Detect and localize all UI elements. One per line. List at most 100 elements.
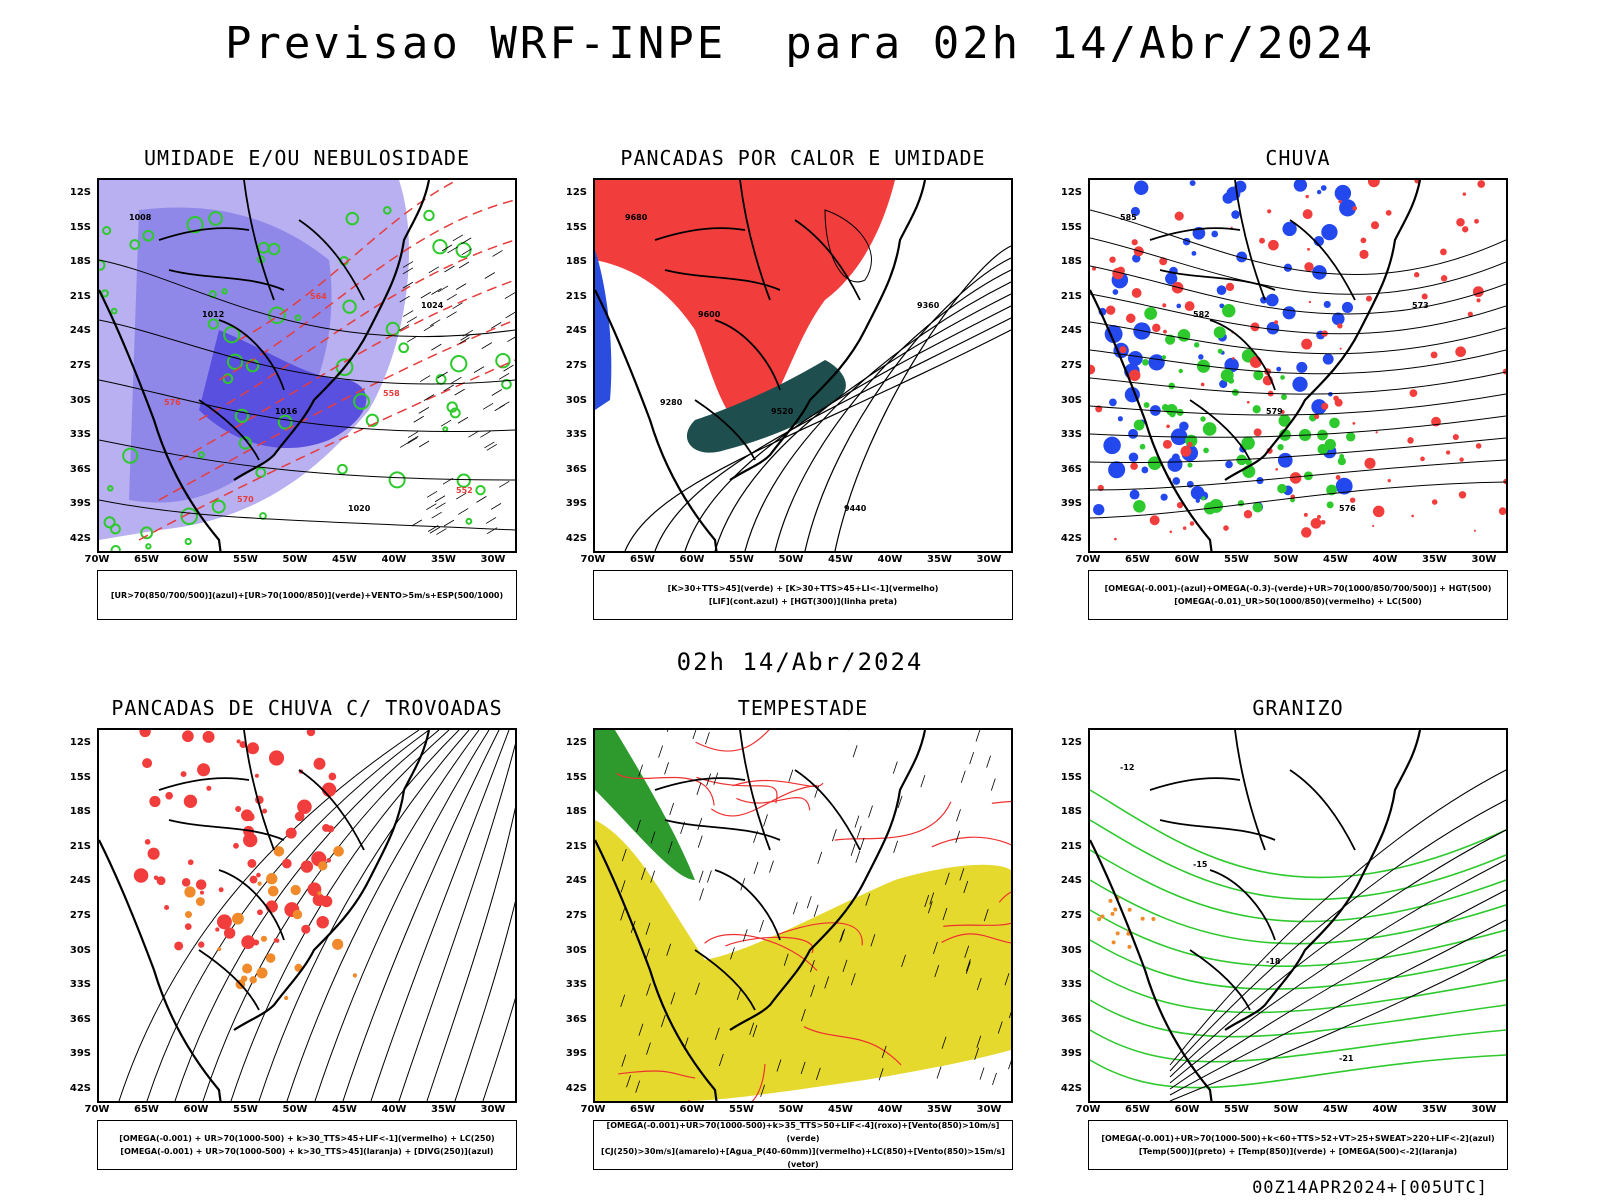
lat-tick-label: 30S xyxy=(565,394,587,406)
lon-tick-label: 60W xyxy=(679,554,705,565)
lon-tick-label: 35W xyxy=(431,1104,456,1115)
lat-tick-label: 21S xyxy=(69,290,91,302)
lat-tick-label: 30S xyxy=(69,394,91,406)
lon-tick-label: 30W xyxy=(480,1104,506,1115)
lat-tick-label: 15S xyxy=(565,771,587,783)
lat-tick-label: 21S xyxy=(1060,290,1082,302)
lat-tick-label: 27S xyxy=(69,910,91,921)
map-pancadas-calor: 9680 9600 9520 9440 9360 9280 xyxy=(593,178,1013,553)
lat-tick-label: 15S xyxy=(1060,771,1082,783)
contour-label: -18 xyxy=(1266,957,1281,966)
lat-tick-label: 42S xyxy=(565,1083,587,1094)
legend-umidade: [UR>70(850/700/500)](azul)+[UR>70(1000/8… xyxy=(97,570,517,620)
lat-tick-label: 39S xyxy=(69,1048,91,1060)
lon-tick-label: 55W xyxy=(233,1104,258,1115)
lat-tick-label: 15S xyxy=(69,221,91,233)
map-canvas-chuva: 585 582 579 576 573 xyxy=(1090,180,1506,551)
lon-tick-label: 70W xyxy=(1075,554,1101,565)
panel-title-pancadas-calor: PANCADAS POR CALOR E UMIDADE xyxy=(620,146,986,170)
lat-tick-label: 24S xyxy=(69,325,91,337)
contour-label: 1024 xyxy=(421,301,444,310)
map-canvas-umidade: 1008 1012 1016 1020 1024 576 570 564 558 552 xyxy=(99,180,515,551)
lat-tick-label: 21S xyxy=(565,290,587,302)
lat-tick-label: 27S xyxy=(1060,360,1082,371)
lon-tick-label: 35W xyxy=(927,554,952,565)
lat-tick-label: 24S xyxy=(1060,875,1082,887)
lat-tick-label: 30S xyxy=(69,944,91,956)
lon-tick-label: 50W xyxy=(1273,554,1299,565)
legend-granizo: [OMEGA(-0.001)+UR>70(1000-500)+k<60+TTS>… xyxy=(1088,1120,1508,1170)
contour-label: 1008 xyxy=(129,213,152,222)
lat-tick-label: 21S xyxy=(565,840,587,852)
lon-tick-label: 65W xyxy=(1125,1104,1150,1115)
lat-tick-label: 36S xyxy=(565,463,587,475)
lat-tick-label: 27S xyxy=(565,910,587,921)
lon-tick-label: 45W xyxy=(828,1104,853,1115)
lat-tick-label: 18S xyxy=(1060,806,1082,818)
forecast-time-stamp: 02h 14/Abr/2024 xyxy=(676,648,924,676)
lon-tick-label: 55W xyxy=(729,554,754,565)
contour-label: 1012 xyxy=(202,310,224,319)
lat-tick-label: 36S xyxy=(565,1013,587,1025)
lat-tick-label: 21S xyxy=(69,840,91,852)
legend-line: [K>30+TTS>45](verde) + [K>30+TTS>45+LI<-… xyxy=(667,584,939,593)
map-trovoadas xyxy=(97,728,517,1103)
lon-tick-label: 60W xyxy=(183,1104,209,1115)
lat-tick-label: 18S xyxy=(69,256,91,268)
panel-title-chuva: CHUVA xyxy=(1265,146,1331,170)
lat-tick-label: 18S xyxy=(1060,256,1082,268)
contour-label: 9600 xyxy=(698,310,721,319)
lat-tick-label: 12S xyxy=(565,187,587,198)
lon-tick-label: 40W xyxy=(877,554,903,565)
lon-tick-label: 30W xyxy=(976,1104,1002,1115)
lon-tick-label: 40W xyxy=(381,554,407,565)
map-granizo: -12 -15 -18 -21 xyxy=(1088,728,1508,1103)
lon-tick-label: 40W xyxy=(877,1104,903,1115)
lat-tick-label: 42S xyxy=(1060,533,1082,544)
lat-tick-label: 42S xyxy=(565,533,587,544)
lat-tick-label: 24S xyxy=(565,325,587,337)
lon-tick-label: 70W xyxy=(84,554,110,565)
panel-title-granizo: GRANIZO xyxy=(1252,696,1344,720)
lat-tick-label: 27S xyxy=(69,360,91,371)
map-canvas-tempestade xyxy=(595,730,1011,1101)
contour-label: 579 xyxy=(1266,407,1283,416)
contour-label: 576 xyxy=(164,398,181,407)
lon-tick-label: 65W xyxy=(630,1104,655,1115)
lon-tick-label: 55W xyxy=(1224,1104,1249,1115)
map-canvas-granizo: -12 -15 -18 -21 xyxy=(1090,730,1506,1101)
contour-label: 585 xyxy=(1120,213,1137,222)
lon-tick-label: 35W xyxy=(927,1104,952,1115)
lat-tick-label: 27S xyxy=(1060,910,1082,921)
contour-label: 558 xyxy=(383,389,400,398)
panel-title-umidade: UMIDADE E/OU NEBULOSIDADE xyxy=(143,146,471,170)
lat-tick-label: 42S xyxy=(69,533,91,544)
lon-tick-label: 65W xyxy=(1125,554,1150,565)
legend-chuva: [OMEGA(-0.001)-(azul)+OMEGA(-0.3)-(verde… xyxy=(1088,570,1508,620)
lon-tick-label: 35W xyxy=(1422,554,1447,565)
legend-line: [CJ(250)>30m/s](amarelo)+[Agua_P(40-60mm… xyxy=(601,1147,1005,1169)
legend-line: [OMEGA(-0.001)+UR>70(1000-500)+k>35_TTS>… xyxy=(606,1121,1000,1143)
lon-tick-label: 70W xyxy=(580,1104,606,1115)
panel-title-trovoadas: PANCADAS DE CHUVA C/ TROVOADAS xyxy=(111,696,503,720)
lon-tick-label: 60W xyxy=(183,554,209,565)
lat-tick-label: 36S xyxy=(69,463,91,475)
contour-label: 1016 xyxy=(275,407,298,416)
lon-tick-label: 45W xyxy=(1323,1104,1348,1115)
legend-line: [LIF](cont.azul) + [HGT(300)](linha pret… xyxy=(708,597,898,606)
contour-label: 582 xyxy=(1193,310,1210,319)
panel-title-tempestade: TEMPESTADE xyxy=(737,696,869,720)
contour-label: -15 xyxy=(1193,860,1208,869)
lat-tick-label: 39S xyxy=(69,498,91,510)
lat-tick-label: 39S xyxy=(565,1048,587,1060)
lon-tick-label: 30W xyxy=(976,554,1002,565)
contour-label: -12 xyxy=(1120,763,1134,772)
lat-tick-label: 15S xyxy=(565,221,587,233)
lon-tick-label: 70W xyxy=(580,554,606,565)
lat-tick-label: 24S xyxy=(69,875,91,887)
lon-tick-label: 55W xyxy=(1224,554,1249,565)
map-chuva: 585 582 579 576 573 xyxy=(1088,178,1508,553)
lat-tick-label: 18S xyxy=(69,806,91,818)
lat-tick-label: 12S xyxy=(565,737,587,748)
contour-label: 9440 xyxy=(844,504,867,513)
